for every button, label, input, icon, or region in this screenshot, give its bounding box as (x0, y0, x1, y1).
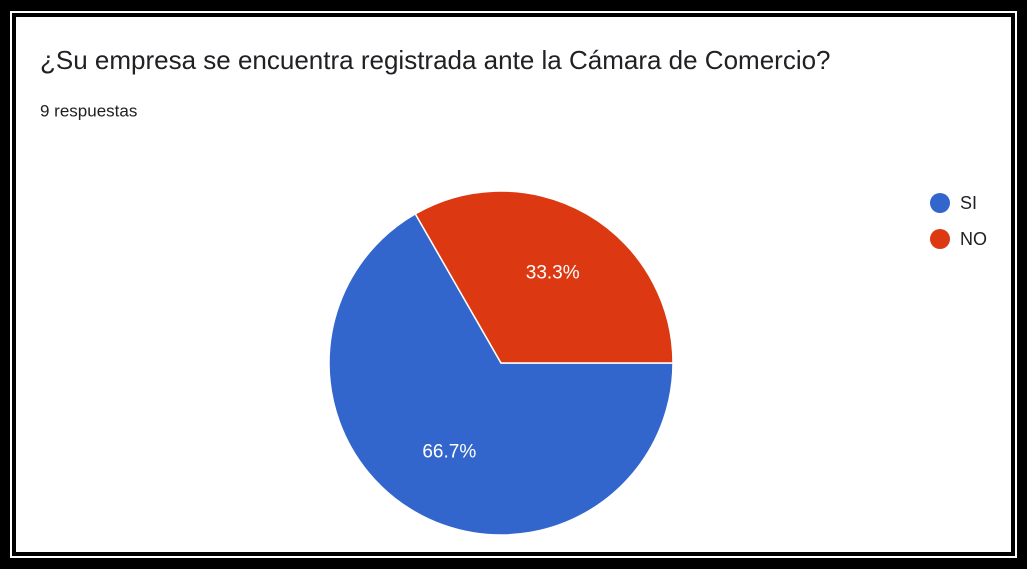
slice-label: 33.3% (526, 263, 580, 284)
pie-slice (414, 190, 674, 364)
frame-line (10, 11, 1017, 558)
slice-label: 66.7% (422, 441, 476, 462)
chart-title: ¿Su empresa se encuentra registrada ante… (40, 45, 831, 75)
pie-slice (328, 212, 674, 536)
legend-label: SI (960, 193, 977, 213)
subtitle: 9 respuestas (40, 101, 137, 120)
legend-label: NO (960, 229, 987, 249)
legend-swatch (930, 193, 950, 213)
legend-swatch (930, 229, 950, 249)
